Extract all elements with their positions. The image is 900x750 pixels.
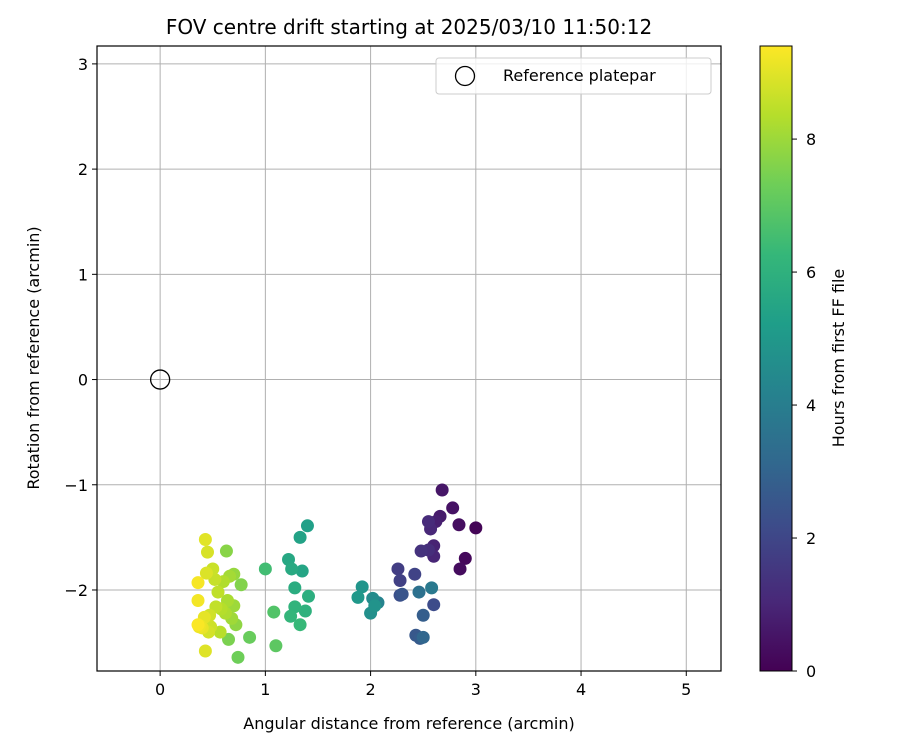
- data-point: [416, 630, 430, 644]
- data-point: [446, 501, 460, 515]
- data-point: [395, 587, 409, 601]
- y-tick-label: 2: [78, 160, 88, 179]
- data-point: [285, 562, 299, 576]
- colorbar-tick-label: 4: [806, 396, 816, 415]
- data-point: [351, 590, 365, 604]
- x-tick-label: 5: [681, 680, 691, 699]
- colorbar-tick-label: 0: [806, 662, 816, 681]
- data-point: [300, 519, 314, 533]
- data-point: [267, 605, 281, 619]
- y-axis-ticks: −2 −1 0 1 2 3: [64, 55, 97, 600]
- data-point: [302, 589, 316, 603]
- data-point: [295, 564, 309, 578]
- colorbar: [759, 45, 793, 672]
- data-point: [393, 574, 407, 588]
- data-point: [408, 567, 422, 581]
- y-axis-label: Rotation from reference (arcmin): [24, 226, 43, 489]
- legend-marker: [454, 65, 476, 87]
- x-axis-label: Angular distance from reference (arcmin): [243, 714, 574, 733]
- data-point: [191, 576, 205, 590]
- data-point: [469, 521, 483, 535]
- data-point: [298, 604, 312, 618]
- data-point: [391, 562, 405, 576]
- data-point: [198, 532, 212, 546]
- data-point: [191, 618, 205, 632]
- data-point: [416, 608, 430, 622]
- data-point: [412, 585, 426, 599]
- data-point: [368, 599, 382, 613]
- reference-marker-group: [149, 369, 171, 390]
- data-point: [243, 630, 257, 644]
- data-point: [211, 585, 225, 599]
- data-point: [258, 562, 272, 576]
- grid: [97, 46, 721, 671]
- x-tick-label: 2: [365, 680, 375, 699]
- x-tick-label: 0: [155, 680, 165, 699]
- y-tick-label: −2: [64, 581, 88, 600]
- colorbar-ticks: 0 2 4 6 8: [792, 130, 816, 681]
- colorbar-tick-label: 6: [806, 263, 816, 282]
- legend: Reference platepar: [435, 57, 712, 95]
- x-tick-label: 1: [260, 680, 270, 699]
- data-point: [453, 562, 467, 576]
- x-tick-label: 3: [471, 680, 481, 699]
- data-point: [199, 566, 213, 580]
- data-point: [421, 515, 435, 529]
- data-point: [234, 578, 248, 592]
- x-tick-label: 4: [576, 680, 586, 699]
- data-point: [458, 551, 472, 565]
- colorbar-tick-label: 2: [806, 529, 816, 548]
- y-tick-label: −1: [64, 476, 88, 495]
- y-tick-label: 3: [78, 55, 88, 74]
- plot-frame: [96, 45, 722, 672]
- data-point: [355, 580, 369, 594]
- data-point: [293, 530, 307, 544]
- data-point: [269, 639, 283, 653]
- data-points: [191, 483, 483, 664]
- y-tick-label: 0: [78, 371, 88, 390]
- reference-platepar-marker: [149, 369, 171, 390]
- data-point: [427, 598, 441, 612]
- data-point: [213, 625, 227, 639]
- data-point: [222, 632, 236, 646]
- chart-title: FOV centre drift starting at 2025/03/10 …: [166, 15, 652, 39]
- data-point: [452, 518, 466, 532]
- y-tick-label: 1: [78, 265, 88, 284]
- colorbar-tick-label: 8: [806, 130, 816, 149]
- data-point: [200, 545, 214, 559]
- data-point: [293, 618, 307, 632]
- colorbar-label: Hours from first FF file: [829, 269, 848, 448]
- data-point: [435, 483, 449, 497]
- data-point: [219, 544, 233, 558]
- data-point: [198, 644, 212, 658]
- data-point: [414, 544, 428, 558]
- data-point: [425, 581, 439, 595]
- data-point: [288, 581, 302, 595]
- data-point: [231, 650, 245, 664]
- x-axis-ticks: 0 1 2 3 4 5: [155, 671, 691, 699]
- legend-label: Reference platepar: [503, 66, 656, 85]
- data-point: [191, 594, 205, 608]
- legend-box: [435, 57, 712, 95]
- data-point: [284, 609, 298, 623]
